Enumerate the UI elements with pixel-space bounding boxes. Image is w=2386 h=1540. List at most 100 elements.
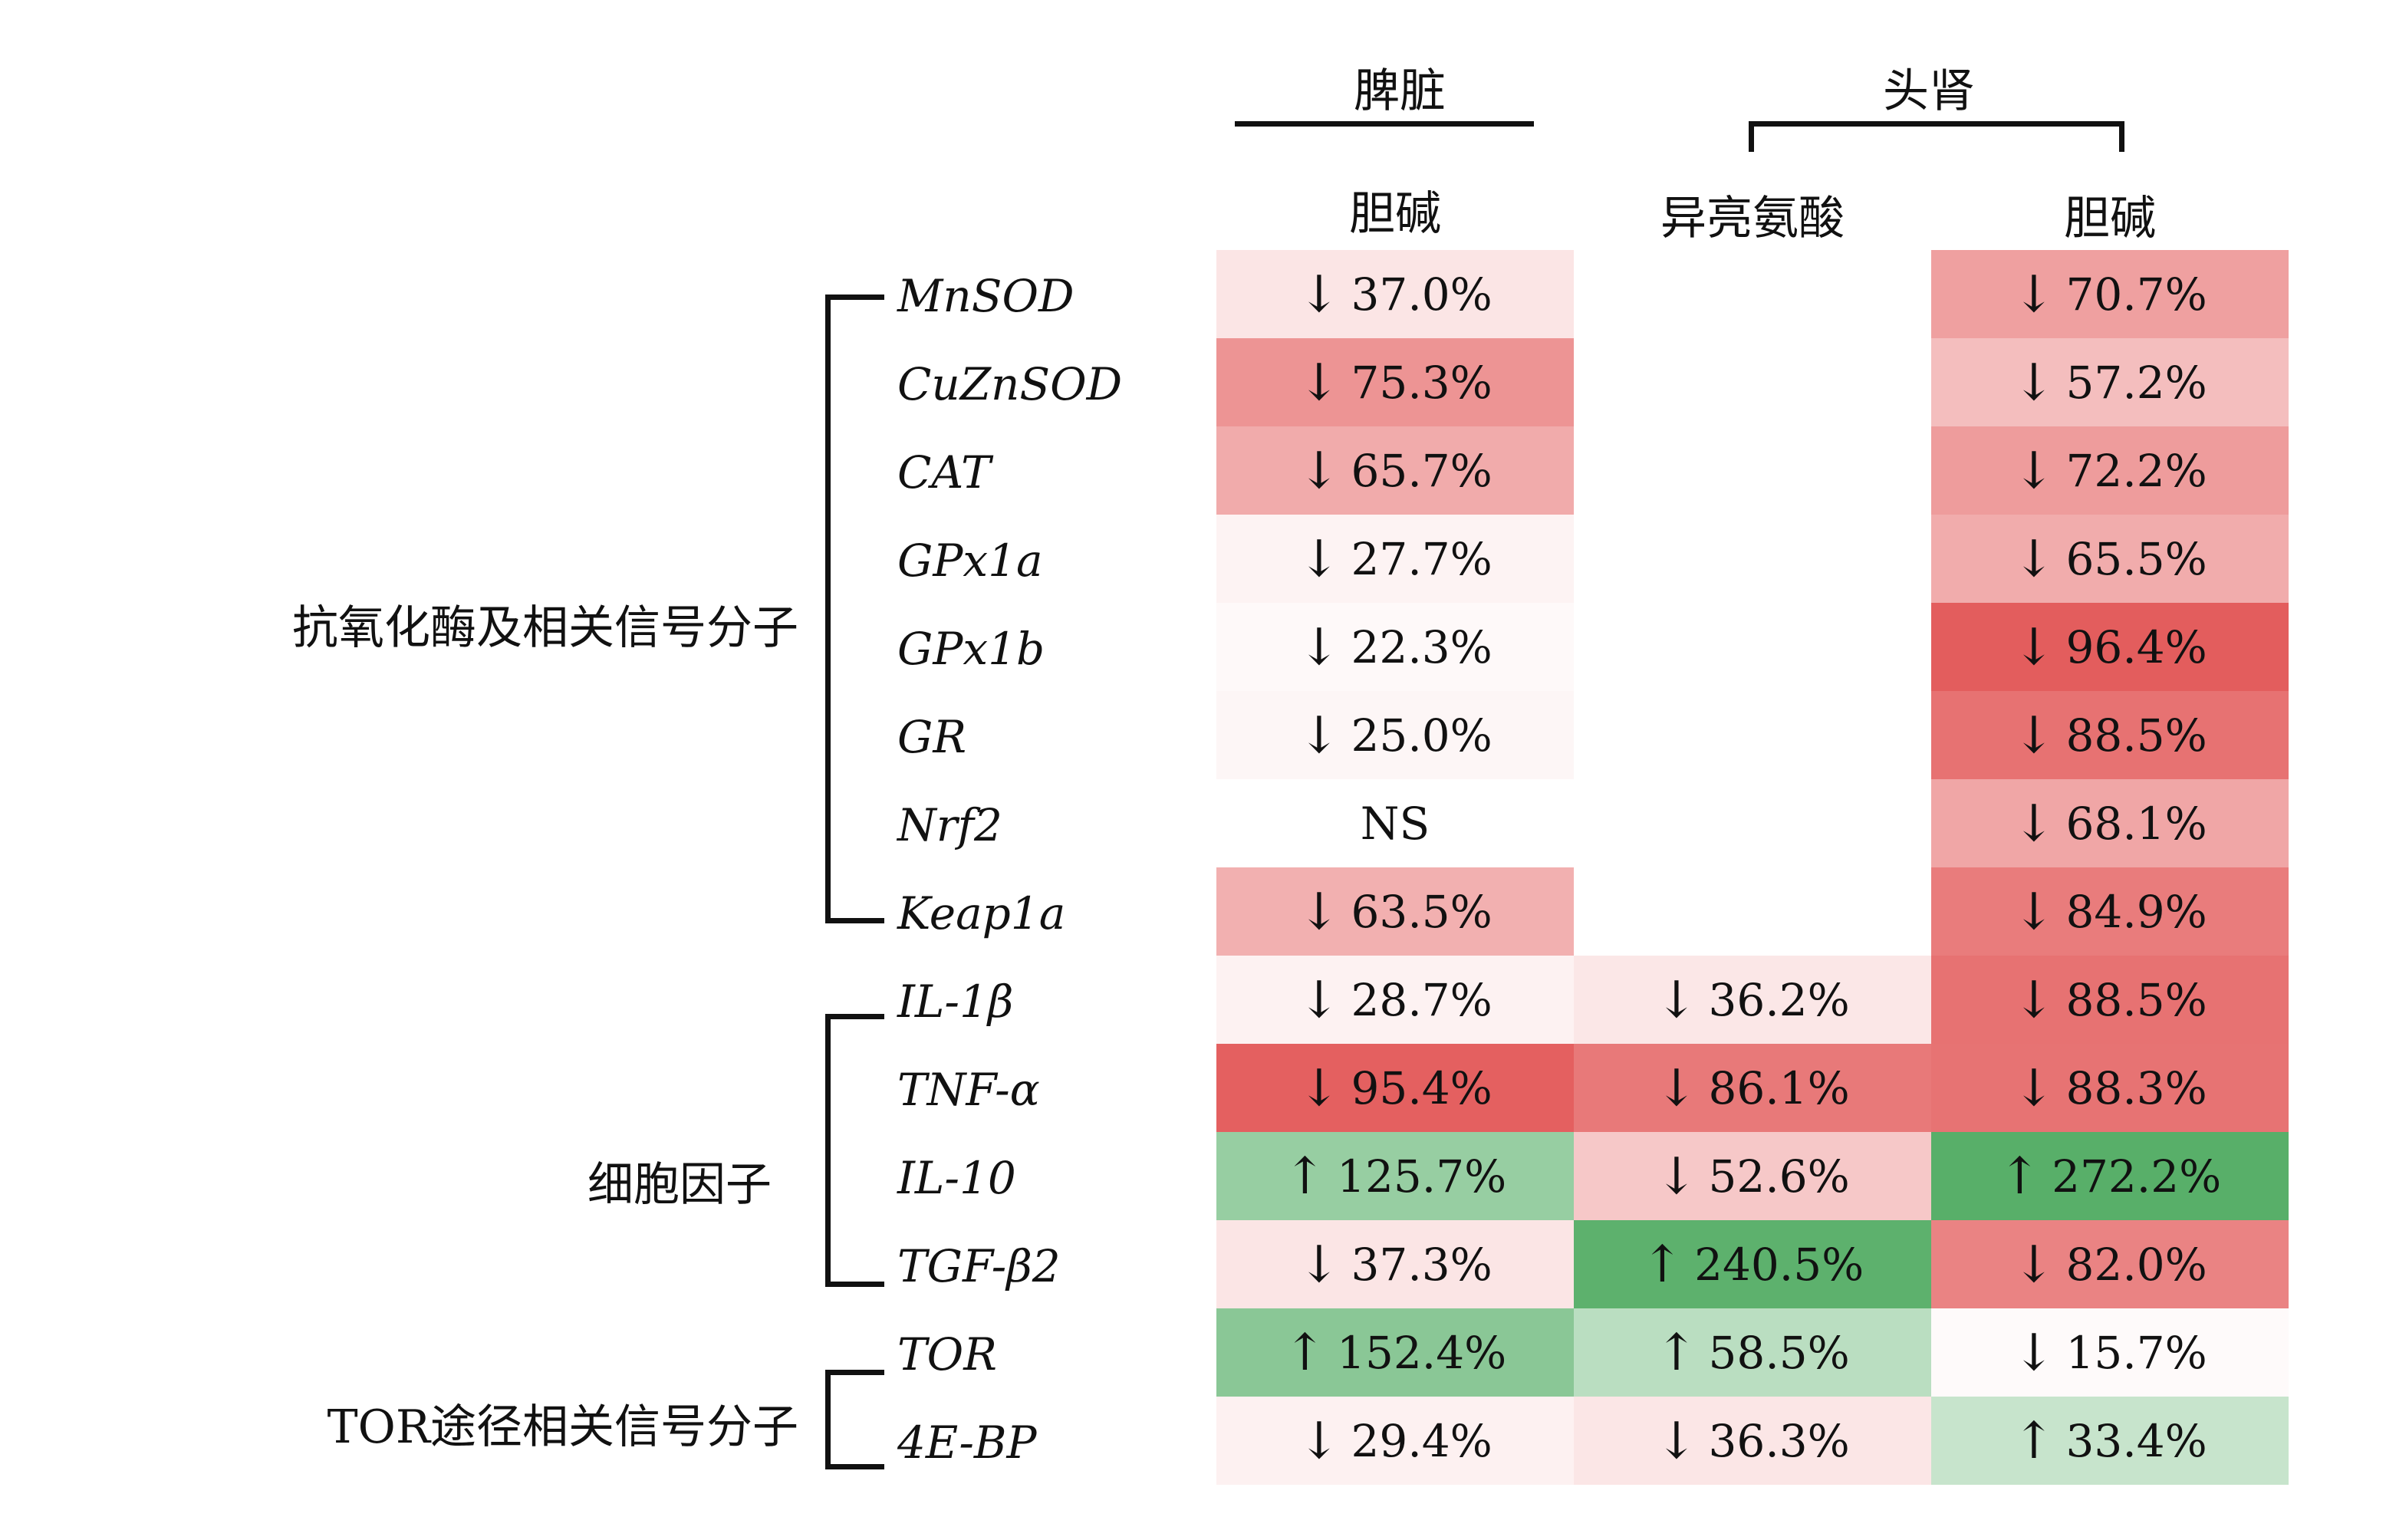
arrow-down-icon: ↓ [1298,441,1341,500]
heatmap-cell: ↓ 27.7% [1216,515,1574,603]
heatmap-cell: ↓ 84.9% [1931,867,2289,956]
heatmap-cell: ↑ 58.5% [1574,1308,1931,1397]
arrow-down-icon: ↓ [1655,1411,1698,1470]
arrow-down-icon: ↓ [2012,265,2055,324]
heatmap-cell: ↑ 152.4% [1216,1308,1574,1397]
spleen-rule [1235,121,1534,127]
cell-value: 95.4% [1351,1061,1492,1114]
gene-label: IL-1β [897,976,1014,1028]
heatmap-cell: ↓ 68.1% [1931,779,2289,867]
cell-value: 27.7% [1351,532,1492,585]
heatmap-cell: ↑ 240.5% [1574,1220,1931,1308]
cell-value: 57.2% [2065,356,2207,409]
group-label-tor-pathway: TOR途径相关信号分子 [327,1400,798,1454]
cell-value: 272.2% [2052,1150,2222,1203]
arrow-down-icon: ↓ [2012,706,2055,765]
gene-label: Nrf2 [897,799,1002,851]
heatmap-cell: ↓ 72.2% [1931,426,2289,515]
arrow-down-icon: ↓ [2012,1235,2055,1294]
cell-value: 96.4% [2065,620,2207,673]
arrow-up-icon: ↑ [2012,1411,2055,1470]
arrow-down-icon: ↓ [1298,1235,1341,1294]
cell-value: 36.2% [1708,973,1850,1026]
arrow-down-icon: ↓ [2012,794,2055,853]
cell-value: 152.4% [1337,1326,1507,1379]
heatmap-cell: ↓ 57.2% [1931,338,2289,426]
cell-value: 33.4% [2065,1414,2207,1467]
arrow-up-icon: ↑ [1655,1323,1698,1382]
arrow-up-icon: ↑ [1283,1323,1327,1382]
heatmap-cell: ↓ 25.0% [1216,691,1574,779]
heatmap-cell: NS [1216,779,1574,867]
treatment-header-1: 胆碱 [1349,187,1441,241]
arrow-down-icon: ↓ [2012,617,2055,676]
treatment-header-2: 异亮氨酸 [1660,192,1845,245]
arrow-down-icon: ↓ [2012,441,2055,500]
heatmap-cell: ↓ 88.5% [1931,691,2289,779]
arrow-down-icon: ↓ [2012,1058,2055,1117]
bracket-antioxidant [825,295,884,923]
arrow-down-icon: ↓ [1298,529,1341,588]
heatmap-cell: ↑ 33.4% [1931,1397,2289,1485]
gene-label: IL-10 [897,1152,1016,1204]
arrow-down-icon: ↓ [1655,1058,1698,1117]
arrow-down-icon: ↓ [1298,970,1341,1029]
heatmap-cell: ↓ 37.3% [1216,1220,1574,1308]
tissue-head-kidney: 头肾 [1883,64,1975,118]
arrow-down-icon: ↓ [1298,706,1341,765]
cell-value: 75.3% [1351,356,1492,409]
group-label-antioxidant: 抗氧化酶及相关信号分子 [292,601,798,655]
cell-value: 15.7% [2065,1326,2207,1379]
bracket-cytokines [825,1014,884,1287]
treatment-header-3: 胆碱 [2064,192,2156,245]
heatmap-cell: ↓ 28.7% [1216,956,1574,1044]
cell-value: 58.5% [1708,1326,1850,1379]
arrow-down-icon: ↓ [1655,970,1698,1029]
arrow-down-icon: ↓ [2012,882,2055,941]
heatmap-cell: ↓ 52.6% [1574,1132,1931,1220]
arrow-down-icon: ↓ [1298,1411,1341,1470]
cell-value: 70.7% [2065,268,2207,321]
heatmap-cell: ↓ 63.5% [1216,867,1574,956]
gene-label: GPx1b [897,623,1045,675]
cell-value: 240.5% [1694,1238,1864,1291]
cell-value: NS [1360,797,1430,850]
cell-value: 88.5% [2065,973,2207,1026]
arrow-up-icon: ↑ [1641,1235,1684,1294]
heatmap-cell: ↓ 70.7% [1931,250,2289,338]
cell-value: 37.0% [1351,268,1492,321]
cell-value: 28.7% [1351,973,1492,1026]
heatmap-cell: ↓ 86.1% [1574,1044,1931,1132]
cell-value: 25.0% [1351,709,1492,762]
gene-label: CAT [897,446,991,499]
cell-value: 37.3% [1351,1238,1492,1291]
heatmap-cell: ↓ 37.0% [1216,250,1574,338]
heatmap-cell: ↓ 36.3% [1574,1397,1931,1485]
heatmap-cell: ↓ 82.0% [1931,1220,2289,1308]
heatmap-cell: ↓ 65.7% [1216,426,1574,515]
heatmap-cell: ↓ 65.5% [1931,515,2289,603]
cell-value: 88.5% [2065,709,2207,762]
head-kidney-rule-right-tick [2119,121,2124,152]
cell-value: 36.3% [1708,1414,1850,1467]
arrow-down-icon: ↓ [2012,353,2055,412]
gene-label: TOR [897,1328,997,1380]
heatmap-cell: ↓ 29.4% [1216,1397,1574,1485]
arrow-down-icon: ↓ [1298,617,1341,676]
gene-label: GPx1a [897,535,1043,587]
cell-value: 72.2% [2065,444,2207,497]
bracket-tor-pathway [825,1370,884,1469]
cell-value: 65.5% [2065,532,2207,585]
gene-label: Keap1a [897,887,1066,939]
cell-value: 82.0% [2065,1238,2207,1291]
gene-label: GR [897,711,967,763]
arrow-up-icon: ↑ [1283,1147,1327,1206]
arrow-down-icon: ↓ [2012,1323,2055,1382]
heatmap-cell: ↓ 95.4% [1216,1044,1574,1132]
gene-label: MnSOD [897,270,1075,322]
head-kidney-rule [1749,121,2124,127]
cell-value: 125.7% [1337,1150,1507,1203]
cell-value: 29.4% [1351,1414,1492,1467]
heatmap-cell: ↑ 125.7% [1216,1132,1574,1220]
